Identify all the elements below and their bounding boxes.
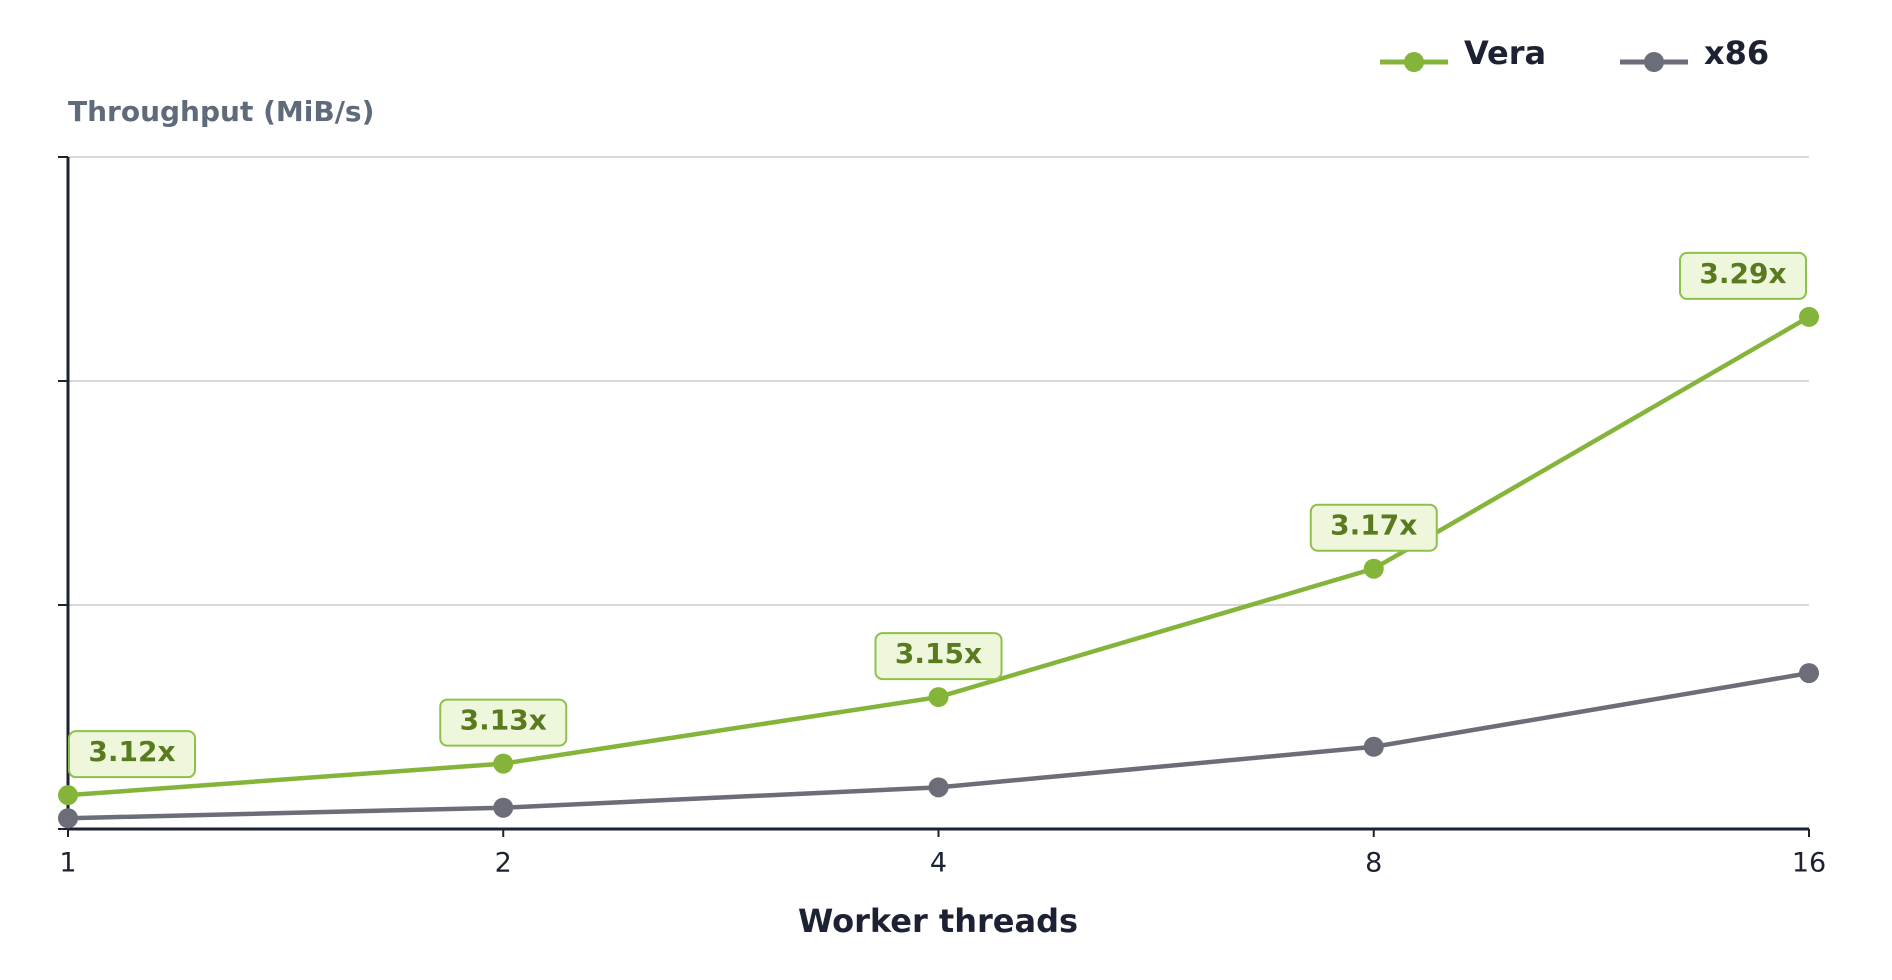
data-point — [1799, 306, 1819, 327]
legend-marker — [1644, 52, 1664, 72]
ratio-label-box — [439, 698, 568, 747]
x-tick-label: 1 — [59, 848, 76, 879]
x-axis-title: Worker threads — [798, 902, 1078, 940]
ratio-label: 3.12x — [88, 735, 175, 768]
data-point — [928, 687, 949, 708]
ratio-label: 3.15x — [895, 637, 982, 670]
ratio-label-box — [68, 730, 196, 779]
series-line — [67, 314, 1811, 798]
x-tick-label: 8 — [1365, 848, 1382, 879]
ratio-label: 3.17x — [1330, 509, 1417, 542]
y-axis-title: Throughput (MiB/s) — [68, 95, 374, 128]
data-point — [58, 808, 78, 829]
x-tick-label: 16 — [1792, 848, 1826, 879]
ratio-label: 3.29x — [1699, 257, 1786, 290]
data-point — [58, 785, 78, 806]
ratio-label-box — [1679, 251, 1807, 300]
x-tick-label: 4 — [930, 848, 947, 879]
data-point — [493, 753, 514, 774]
data-point — [928, 777, 949, 798]
data-point — [1363, 558, 1384, 579]
x-tick-label: 2 — [495, 848, 512, 879]
legend-label: Vera — [1464, 34, 1546, 72]
ratio-label-box — [1309, 503, 1438, 552]
ratio-label: 3.13x — [460, 704, 547, 737]
legend-label: x86 — [1704, 34, 1769, 72]
data-point — [493, 797, 514, 818]
data-point — [1363, 736, 1384, 757]
ratio-label-box — [874, 632, 1003, 681]
data-point — [1799, 663, 1819, 684]
legend-marker — [1404, 52, 1424, 72]
